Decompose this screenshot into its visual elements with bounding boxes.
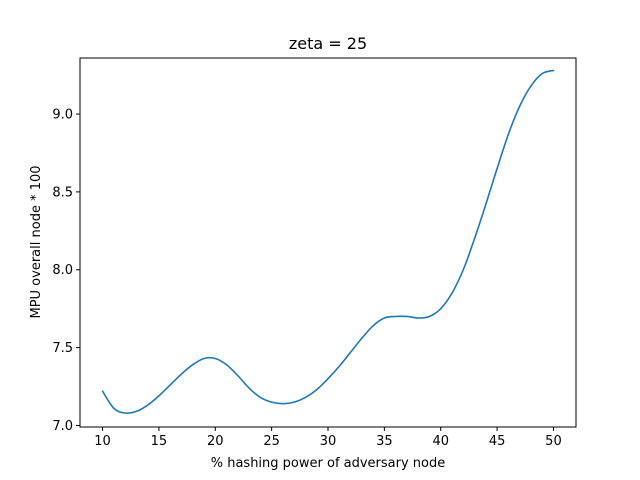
x-tick-label: 20 (207, 434, 224, 449)
x-tick-label: 10 (94, 434, 111, 449)
y-tick-label: 7.0 (52, 419, 73, 434)
x-tick-label: 25 (263, 434, 280, 449)
plot-area (101, 69, 555, 414)
x-tick-label: 15 (151, 434, 168, 449)
y-tick-label: 8.0 (52, 263, 73, 278)
y-axis-label: MPU overall node * 100 (29, 165, 44, 318)
y-tick-label: 7.5 (52, 341, 73, 356)
x-axis: 10 15 20 25 30 35 40 45 50 (94, 427, 562, 449)
chart-title: zeta = 25 (289, 34, 367, 53)
series-line (101, 69, 555, 414)
y-tick-label: 9.0 (52, 108, 73, 123)
x-tick-label: 45 (489, 434, 506, 449)
axes-frame (79, 57, 577, 428)
x-tick-label: 50 (545, 434, 562, 449)
x-tick-label: 40 (432, 434, 449, 449)
y-tick-label: 8.5 (52, 185, 73, 200)
x-tick-label: 35 (376, 434, 393, 449)
x-tick-label: 30 (320, 434, 337, 449)
y-axis: 7.0 7.5 8.0 8.5 9.0 (52, 108, 80, 434)
x-axis-label: % hashing power of adversary node (211, 456, 446, 471)
